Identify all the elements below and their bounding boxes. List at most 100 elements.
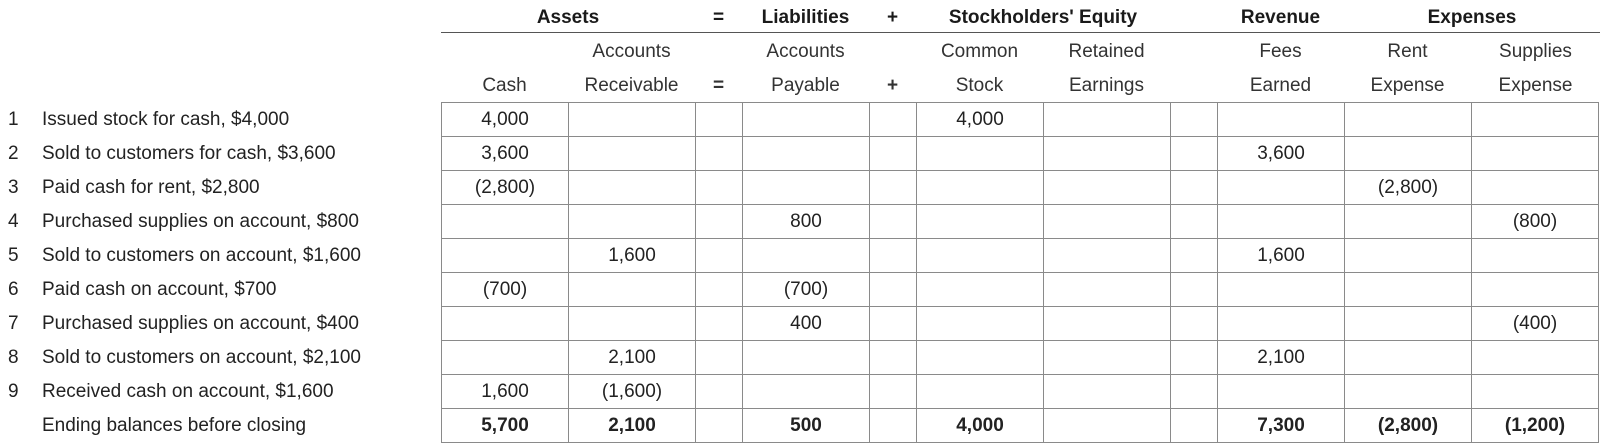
supplies-expense-cell: (1,200) — [1471, 408, 1599, 443]
supplies-expense-cell — [1471, 102, 1599, 137]
plus-spacer-cell — [869, 340, 917, 375]
equals-spacer-cell — [695, 170, 743, 205]
retained-earnings-cell — [1043, 238, 1171, 273]
equals-spacer-cell — [695, 408, 743, 443]
retained-earnings-cell — [1043, 102, 1171, 137]
plus-spacer-cell — [869, 238, 917, 273]
subheader-ar-2: Receivable — [584, 75, 679, 96]
transaction-label: 2 Sold to customers for cash, $3,600 — [0, 136, 430, 170]
rent-expense-cell — [1344, 306, 1472, 341]
accounts-receivable-cell: 1,600 — [568, 238, 696, 273]
plus-spacer-cell — [869, 136, 917, 171]
retained-earnings-cell — [1043, 272, 1171, 307]
rent-expense-cell — [1344, 102, 1472, 137]
fees-earned-cell — [1217, 374, 1345, 409]
subheader-ar-1: Accounts — [592, 41, 671, 62]
accounts-receivable-cell — [568, 136, 696, 171]
subheader-plus: + — [886, 75, 899, 96]
accounts-payable-cell: 500 — [742, 408, 870, 443]
header-expenses: Expenses — [1427, 7, 1517, 28]
equals-spacer-cell — [695, 136, 743, 171]
rent-expense-cell: (2,800) — [1344, 170, 1472, 205]
transaction-description: Issued stock for cash, $4,000 — [42, 109, 290, 130]
subheader-supplies-2: Expense — [1498, 75, 1573, 96]
transaction-description: Sold to customers for cash, $3,600 — [42, 143, 336, 164]
table-row: (700) (700) — [441, 272, 1599, 307]
retained-earnings-cell — [1043, 340, 1171, 375]
transaction-description: Sold to customers on account, $1,600 — [42, 245, 361, 266]
table-row: 2,100 2,100 — [441, 340, 1599, 375]
retained-earnings-cell — [1043, 136, 1171, 171]
fees-earned-cell: 1,600 — [1217, 238, 1345, 273]
transaction-description: Received cash on account, $1,600 — [42, 381, 334, 402]
table-row: 4,000 4,000 — [441, 102, 1599, 137]
transaction-label: 1 Issued stock for cash, $4,000 — [0, 102, 430, 136]
accounts-payable-cell — [742, 136, 870, 171]
transaction-number: 1 — [8, 109, 19, 130]
plus-spacer-cell — [869, 272, 917, 307]
cash-cell — [441, 204, 569, 239]
transaction-label: 9 Received cash on account, $1,600 — [0, 374, 430, 408]
header-revenue: Revenue — [1240, 7, 1321, 28]
accounts-payable-cell — [742, 238, 870, 273]
common-stock-cell: 4,000 — [916, 408, 1044, 443]
rent-expense-cell — [1344, 272, 1472, 307]
transaction-label: 7 Purchased supplies on account, $400 — [0, 306, 430, 340]
accounts-receivable-cell: 2,100 — [568, 340, 696, 375]
transaction-description: Purchased supplies on account, $400 — [42, 313, 359, 334]
retained-earnings-cell — [1043, 408, 1171, 443]
accounts-payable-cell — [742, 170, 870, 205]
rent-expense-cell — [1344, 238, 1472, 273]
spacer-cell — [1170, 204, 1218, 239]
equals-spacer-cell — [695, 238, 743, 273]
accounts-payable-cell: (700) — [742, 272, 870, 307]
fees-earned-cell — [1217, 170, 1345, 205]
supplies-expense-cell — [1471, 340, 1599, 375]
header-liabilities: Liabilities — [761, 7, 850, 28]
subheader-re-2: Earnings — [1069, 75, 1144, 96]
spacer-cell — [1170, 374, 1218, 409]
transaction-label: 3 Paid cash for rent, $2,800 — [0, 170, 430, 204]
cash-cell: 1,600 — [441, 374, 569, 409]
transaction-number: 3 — [8, 177, 19, 198]
transaction-description: Paid cash on account, $700 — [42, 279, 277, 300]
accounts-receivable-cell — [568, 272, 696, 307]
equals-spacer-cell — [695, 340, 743, 375]
plus-spacer-cell — [869, 408, 917, 443]
table-row: 1,600 (1,600) — [441, 374, 1599, 409]
transaction-number: 9 — [8, 381, 19, 402]
rent-expense-cell — [1344, 374, 1472, 409]
retained-earnings-cell — [1043, 170, 1171, 205]
retained-earnings-cell — [1043, 204, 1171, 239]
transaction-label: 4 Purchased supplies on account, $800 — [0, 204, 430, 238]
common-stock-cell — [916, 272, 1044, 307]
transaction-label: 6 Paid cash on account, $700 — [0, 272, 430, 306]
accounts-payable-cell: 800 — [742, 204, 870, 239]
subheader-ap-1: Accounts — [766, 41, 845, 62]
cash-cell — [441, 340, 569, 375]
subheader-cash: Cash — [482, 75, 527, 96]
accounts-receivable-cell: (1,600) — [568, 374, 696, 409]
supplies-expense-cell — [1471, 272, 1599, 307]
plus-spacer-cell — [869, 170, 917, 205]
table-row: 1,600 1,600 — [441, 238, 1599, 273]
equals-spacer-cell — [695, 374, 743, 409]
accounts-payable-cell — [742, 340, 870, 375]
accounting-equation-grid: 4,000 4,000 3,600 3,600 (2,800) (2,800) 800 (80… — [441, 102, 1599, 443]
transaction-label: 5 Sold to customers on account, $1,600 — [0, 238, 430, 272]
transaction-number: 6 — [8, 279, 19, 300]
common-stock-cell — [916, 374, 1044, 409]
cash-cell — [441, 306, 569, 341]
transaction-label: 8 Sold to customers on account, $2,100 — [0, 340, 430, 374]
spacer-cell — [1170, 102, 1218, 137]
plus-spacer-cell — [869, 204, 917, 239]
table-row: 800 (800) — [441, 204, 1599, 239]
table-row: 3,600 3,600 — [441, 136, 1599, 171]
supplies-expense-cell — [1471, 374, 1599, 409]
accounts-receivable-cell: 2,100 — [568, 408, 696, 443]
accounts-receivable-cell — [568, 170, 696, 205]
subheader-rent-2: Expense — [1370, 75, 1445, 96]
ending-balances-label: Ending balances before closing — [0, 408, 430, 442]
equals-spacer-cell — [695, 306, 743, 341]
transaction-description: Sold to customers on account, $2,100 — [42, 347, 361, 368]
